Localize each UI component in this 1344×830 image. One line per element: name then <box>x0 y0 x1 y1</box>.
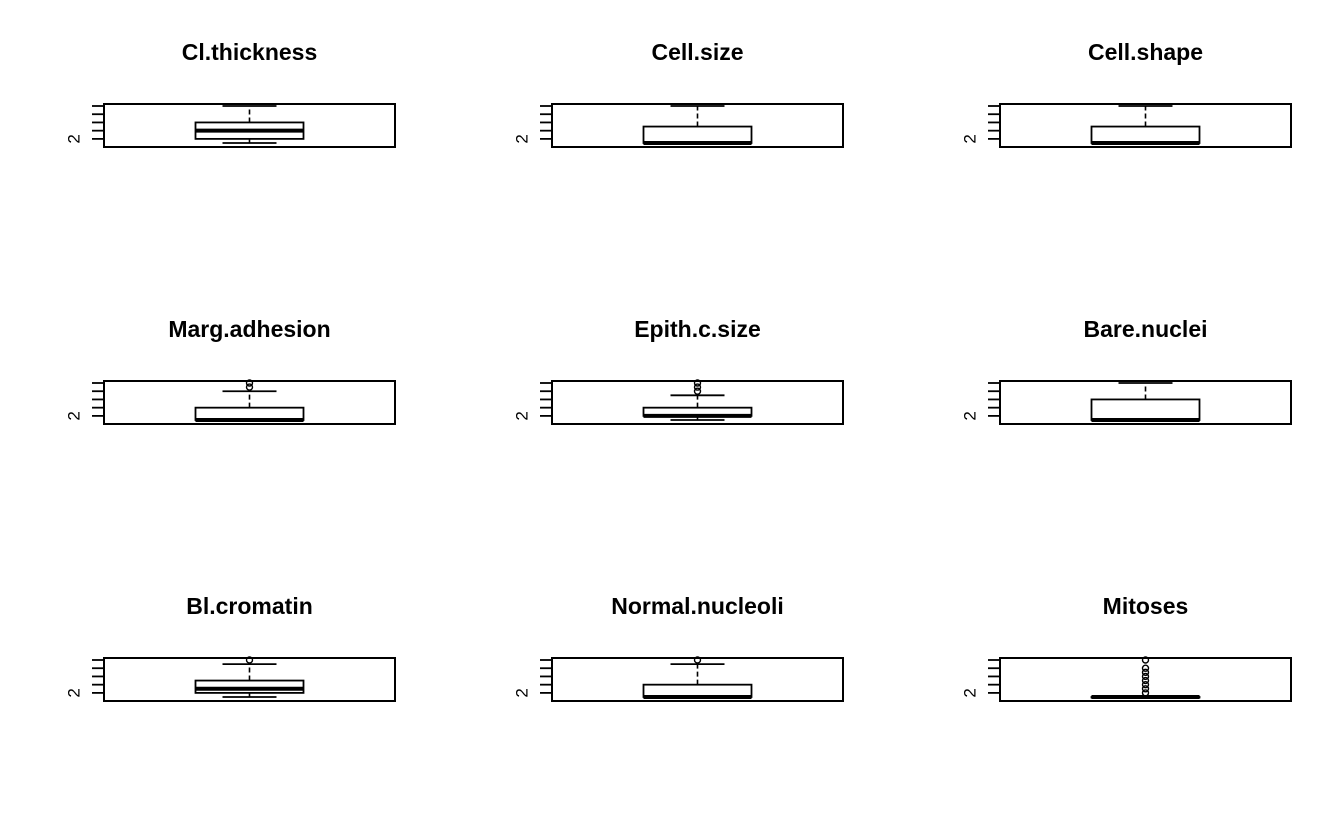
y-tick-label: 2 <box>961 411 980 420</box>
plot-frame <box>103 103 396 148</box>
panel-title: Epith.c.size <box>634 316 761 342</box>
y-tick-label: 2 <box>65 688 84 697</box>
outlier-point <box>1141 664 1150 672</box>
boxplot-panel-2: Cell.shape 2 <box>961 39 1292 148</box>
outlier-point <box>693 387 702 395</box>
y-tick-label: 2 <box>513 688 532 697</box>
y-tick-label: 2 <box>65 411 84 420</box>
outlier-point <box>1141 672 1150 681</box>
panel-title: Cell.size <box>651 39 743 65</box>
y-tick-label: 2 <box>65 134 84 143</box>
y-tick-label: 2 <box>513 134 532 143</box>
iqr-box <box>1090 398 1201 421</box>
plot-frame <box>103 380 396 425</box>
boxplot-panel-6: Bl.cromatin 2 <box>65 593 396 702</box>
outlier-point <box>1141 689 1150 697</box>
outlier-point <box>245 656 254 664</box>
outlier-point <box>693 383 702 391</box>
boxplot-panel-1: Cell.size 2 <box>513 39 844 148</box>
panel-title: Mitoses <box>1103 593 1189 619</box>
panel-title: Bl.cromatin <box>186 593 313 619</box>
boxplot-panel-7: Normal.nucleoli 2 <box>513 593 844 702</box>
panel-title: Marg.adhesion <box>168 316 330 342</box>
iqr-box <box>1090 125 1201 144</box>
plot-frame <box>551 380 844 425</box>
boxplot-panel-3: Marg.adhesion 2 <box>65 316 396 425</box>
plot-frame <box>999 380 1292 425</box>
outlier-point <box>693 656 702 664</box>
outlier-point <box>1141 656 1150 664</box>
outlier-point <box>693 379 702 387</box>
outlier-point <box>1141 680 1150 689</box>
panel-title: Bare.nuclei <box>1084 316 1208 342</box>
panel-title: Cell.shape <box>1088 39 1203 65</box>
boxplot-panel-0: Cl.thickness 2 <box>65 39 396 148</box>
plot-frame <box>999 103 1292 148</box>
y-tick-label: 2 <box>513 411 532 420</box>
outlier-point <box>1141 676 1150 685</box>
outlier-point <box>1141 685 1150 693</box>
plot-frame <box>103 657 396 702</box>
outlier-point <box>245 383 254 391</box>
panel-title: Normal.nucleoli <box>611 593 784 619</box>
plot-frame <box>551 103 844 148</box>
outlier-point <box>245 379 254 387</box>
iqr-box <box>642 125 753 144</box>
outlier-point <box>1141 668 1150 677</box>
iqr-box <box>194 679 305 694</box>
y-tick-label: 2 <box>961 134 980 143</box>
panel-title: Cl.thickness <box>182 39 318 65</box>
boxplot-panel-4: Epith.c.size 2 <box>513 316 844 425</box>
y-tick-label: 2 <box>961 688 980 697</box>
plot-frame <box>999 657 1292 702</box>
boxplot-panel-5: Bare.nuclei 2 <box>961 316 1292 425</box>
boxplot-panel-8: Mitoses 2 <box>961 593 1292 702</box>
plot-frame <box>551 657 844 702</box>
